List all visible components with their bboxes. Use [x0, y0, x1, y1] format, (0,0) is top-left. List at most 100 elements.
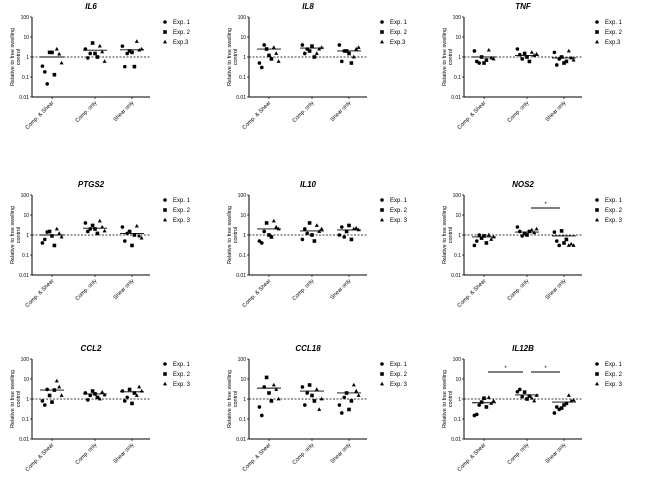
y-tick-label: 0.1	[22, 75, 29, 81]
data-point-exp1	[262, 229, 266, 234]
panel-ccl2: CCL2 0.01 0.1 1 10 100 Relative to free swelli…	[10, 344, 191, 473]
legend-label: Exp. 1	[173, 20, 191, 26]
data-point-exp2	[482, 234, 486, 238]
legend-marker-exp3	[380, 381, 384, 386]
data-point-exp1	[83, 391, 88, 395]
data-point-exp1	[260, 413, 264, 418]
data-point-exp2	[525, 397, 529, 401]
data-point-exp1	[43, 403, 47, 407]
y-tick-label: 10	[240, 213, 246, 219]
data-point-exp1	[477, 61, 481, 65]
data-point-exp1	[303, 51, 307, 56]
x-tick-label: Shear only	[113, 442, 136, 465]
data-point-exp2	[479, 236, 484, 240]
data-point-exp2	[130, 401, 134, 406]
data-point-exp1	[472, 49, 477, 53]
legend-label: Exp. 1	[605, 198, 623, 204]
data-point-exp2	[564, 401, 569, 406]
panel-title: IL6	[85, 2, 97, 11]
significance-label: *	[504, 366, 507, 372]
legend-marker-exp1	[163, 20, 167, 24]
data-point-exp3	[566, 393, 571, 397]
data-point-exp2	[47, 229, 52, 234]
data-point-exp2	[50, 50, 54, 55]
data-point-exp2	[267, 233, 271, 237]
data-point-exp1	[340, 225, 344, 229]
y-tick-label: 10	[455, 35, 461, 41]
data-point-exp3	[356, 45, 361, 49]
data-point-exp3	[54, 226, 59, 231]
data-point-exp2	[310, 44, 314, 48]
panel-nos2: NOS2 0.01 0.1 1 10 100 Relative to free swelli…	[442, 180, 623, 309]
data-point-exp2	[264, 375, 269, 380]
x-tick-label: Comp. only	[74, 442, 98, 466]
y-axis-label: Relative to free swellingcontrol	[442, 206, 454, 264]
legend-marker-exp2	[380, 372, 384, 376]
data-point-exp3	[566, 243, 571, 247]
data-point-exp3	[314, 223, 319, 227]
data-point-exp1	[120, 44, 125, 48]
data-point-exp1	[123, 239, 127, 243]
data-point-exp2	[127, 387, 132, 392]
legend-marker-exp1	[163, 198, 167, 202]
data-point-exp1	[337, 403, 342, 407]
data-point-exp2	[47, 50, 52, 55]
data-point-exp1	[555, 239, 559, 243]
y-axis-label-line: control	[16, 391, 22, 408]
legend-label: Exp. 3	[390, 382, 408, 388]
data-point-exp2	[267, 53, 271, 58]
data-point-exp2	[93, 227, 97, 231]
data-point-exp1	[40, 399, 45, 403]
data-point-exp3	[571, 243, 576, 247]
legend-label: Exp. 2	[390, 372, 408, 378]
y-tick-label: 0.01	[19, 437, 29, 443]
data-point-exp3	[317, 229, 322, 233]
data-point-exp3	[486, 395, 491, 399]
data-point-exp1	[257, 61, 262, 65]
data-point-exp2	[349, 61, 354, 65]
legend-marker-exp2	[163, 208, 167, 212]
data-point-exp2	[90, 389, 95, 393]
legend-label: Exp. 3	[390, 218, 408, 224]
x-tick-label: Shear only	[545, 442, 568, 465]
data-point-exp1	[515, 389, 520, 394]
data-point-exp3	[314, 51, 319, 55]
data-point-exp1	[123, 64, 127, 69]
panel-title: IL8	[302, 2, 314, 11]
data-point-exp2	[50, 400, 54, 404]
data-point-exp3	[571, 397, 576, 402]
data-point-exp2	[527, 394, 532, 398]
data-point-exp2	[269, 399, 274, 403]
data-point-exp2	[522, 51, 527, 56]
panel-title: TNF	[515, 2, 532, 11]
data-point-exp1	[262, 43, 266, 47]
legend-label: Exp. 1	[173, 362, 191, 368]
panel-ccl18: CCL18 0.01 0.1 1 10 100 Relative to free swell…	[227, 344, 408, 473]
data-point-exp1	[303, 403, 307, 407]
data-point-exp2	[90, 41, 95, 45]
x-tick-label: Comp. & Shear	[457, 100, 488, 131]
x-tick-label: Comp. only	[74, 278, 98, 302]
data-point-exp3	[569, 241, 574, 246]
data-point-exp1	[88, 51, 92, 56]
data-point-exp1	[552, 50, 557, 55]
data-point-exp3	[134, 39, 139, 43]
y-tick-label: 1	[26, 55, 29, 61]
data-point-exp3	[491, 398, 496, 403]
y-tick-label: 10	[23, 35, 29, 41]
data-point-exp1	[518, 387, 522, 392]
y-tick-label: 100	[453, 193, 462, 199]
data-point-exp3	[356, 393, 361, 397]
y-tick-label: 10	[455, 377, 461, 383]
y-axis-label-line: Relative to free swelling	[10, 28, 16, 86]
data-point-exp3	[276, 59, 281, 63]
legend-label: Exp. 1	[605, 20, 623, 26]
data-point-exp2	[50, 234, 54, 238]
data-point-exp1	[518, 229, 522, 234]
y-tick-label: 0.1	[239, 417, 246, 423]
y-axis-label-line: Relative to free swelling	[227, 28, 233, 86]
data-point-exp1	[43, 70, 47, 74]
data-point-exp3	[276, 396, 281, 401]
panel-title: CCL2	[81, 344, 102, 353]
y-axis-label-line: Relative to free swelling	[227, 206, 233, 264]
